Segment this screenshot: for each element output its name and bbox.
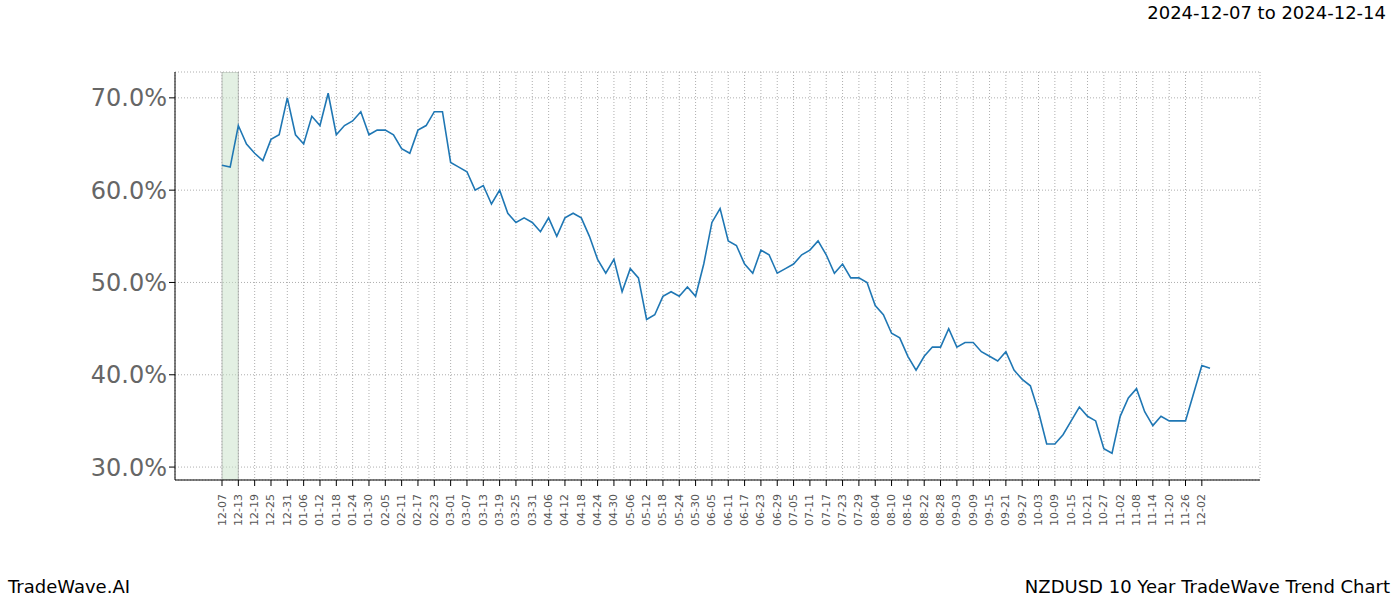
svg-text:10-15: 10-15	[1065, 494, 1078, 526]
svg-text:11-14: 11-14	[1146, 494, 1159, 526]
svg-text:60.0%: 60.0%	[91, 177, 167, 205]
svg-text:07-11: 07-11	[803, 494, 816, 526]
svg-text:30.0%: 30.0%	[91, 454, 167, 482]
svg-text:01-30: 01-30	[362, 494, 375, 526]
html-text:TradeWave.AI: TradeWave.AI	[8, 576, 130, 597]
svg-text:02-17: 02-17	[411, 494, 424, 526]
svg-text:04-30: 04-30	[607, 494, 620, 526]
svg-text:12-19: 12-19	[248, 494, 261, 526]
svg-text:05-24: 05-24	[673, 494, 686, 526]
svg-text:03-25: 03-25	[509, 494, 522, 526]
svg-text:10-03: 10-03	[1032, 494, 1045, 526]
svg-text:03-19: 03-19	[493, 494, 506, 526]
svg-text:50.0%: 50.0%	[91, 269, 167, 297]
svg-text:12-02: 12-02	[1195, 494, 1208, 526]
svg-text:11-02: 11-02	[1114, 494, 1127, 526]
svg-text:12-31: 12-31	[281, 494, 294, 526]
svg-text:10-27: 10-27	[1097, 494, 1110, 526]
svg-text:05-18: 05-18	[656, 494, 669, 526]
svg-text:06-23: 06-23	[754, 494, 767, 526]
svg-text:09-15: 09-15	[983, 494, 996, 526]
svg-text:02-11: 02-11	[395, 494, 408, 526]
svg-text:05-06: 05-06	[624, 494, 637, 526]
svg-text:09-27: 09-27	[1016, 494, 1029, 526]
svg-text:09-09: 09-09	[967, 494, 980, 526]
svg-text:09-03: 09-03	[950, 494, 963, 526]
html-text:2024-12-07 to 2024-12-14: 2024-12-07 to 2024-12-14	[1147, 2, 1386, 23]
svg-text:11-26: 11-26	[1179, 494, 1192, 526]
svg-text:03-13: 03-13	[477, 494, 490, 526]
svg-text:40.0%: 40.0%	[91, 361, 167, 389]
svg-text:10-09: 10-09	[1048, 494, 1061, 526]
svg-text:08-16: 08-16	[901, 494, 914, 526]
svg-text:04-18: 04-18	[575, 494, 588, 526]
svg-text:01-24: 01-24	[346, 494, 359, 526]
svg-text:08-04: 08-04	[869, 494, 882, 526]
svg-text:03-01: 03-01	[444, 494, 457, 526]
svg-text:03-07: 03-07	[460, 494, 473, 526]
svg-text:08-28: 08-28	[934, 494, 947, 526]
svg-text:03-31: 03-31	[526, 494, 539, 526]
svg-text:06-17: 06-17	[738, 494, 751, 526]
svg-text:11-20: 11-20	[1163, 494, 1176, 526]
svg-text:10-21: 10-21	[1081, 494, 1094, 526]
svg-text:01-06: 01-06	[297, 494, 310, 526]
svg-text:02-23: 02-23	[428, 494, 441, 526]
svg-text:06-05: 06-05	[705, 494, 718, 526]
svg-text:07-23: 07-23	[836, 494, 849, 526]
svg-text:12-25: 12-25	[264, 494, 277, 526]
svg-text:07-29: 07-29	[852, 494, 865, 526]
svg-text:06-29: 06-29	[771, 494, 784, 526]
html-text:NZDUSD 10 Year TradeWave Trend: NZDUSD 10 Year TradeWave Trend Chart	[1024, 576, 1390, 597]
svg-text:08-10: 08-10	[885, 494, 898, 526]
svg-text:12-13: 12-13	[232, 494, 245, 526]
svg-text:07-05: 07-05	[787, 494, 800, 526]
svg-text:06-11: 06-11	[722, 494, 735, 526]
svg-text:04-24: 04-24	[591, 494, 604, 526]
svg-text:05-12: 05-12	[640, 494, 653, 526]
svg-text:08-22: 08-22	[918, 494, 931, 526]
svg-text:70.0%: 70.0%	[91, 84, 167, 112]
svg-text:07-17: 07-17	[820, 494, 833, 526]
svg-text:04-06: 04-06	[542, 494, 555, 526]
svg-text:11-08: 11-08	[1130, 494, 1143, 526]
svg-text:04-12: 04-12	[558, 494, 571, 526]
svg-text:01-18: 01-18	[330, 494, 343, 526]
svg-text:09-21: 09-21	[999, 494, 1012, 526]
svg-text:01-12: 01-12	[313, 494, 326, 526]
svg-text:05-30: 05-30	[689, 494, 702, 526]
svg-text:02-05: 02-05	[379, 494, 392, 526]
svg-text:12-07: 12-07	[216, 494, 229, 526]
